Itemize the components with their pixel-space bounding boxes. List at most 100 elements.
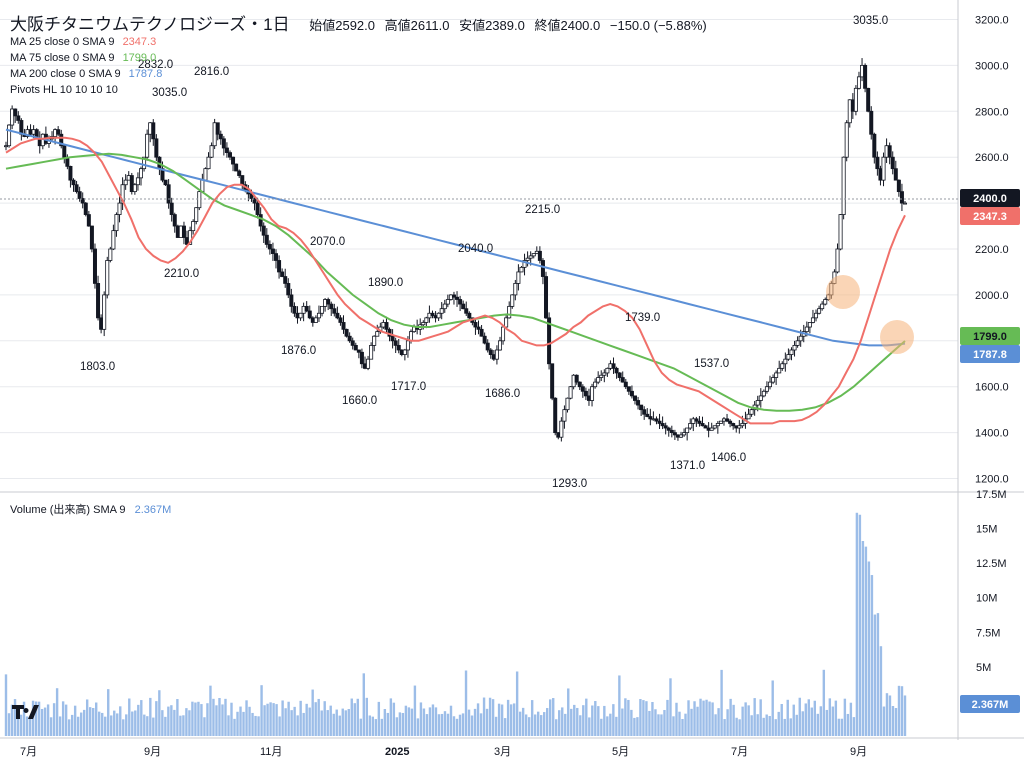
volume-bar <box>401 712 405 736</box>
volume-bar <box>404 705 408 736</box>
volume-bar <box>485 708 489 736</box>
volume-bar <box>224 698 227 736</box>
indicator-ma75[interactable]: MA 75 close 0 SMA 9 1799.0 <box>10 52 156 64</box>
candle-body <box>249 193 254 199</box>
indicator-pivots[interactable]: Pivots HL 10 10 10 10 <box>10 84 118 96</box>
candle-body <box>881 156 886 181</box>
candle-body <box>697 420 702 424</box>
volume-tick: 7.5M <box>976 627 1000 639</box>
volume-bar <box>615 716 618 736</box>
candle-body <box>74 184 79 193</box>
candle-body <box>531 253 536 257</box>
indicator-ma25[interactable]: MA 25 close 0 SMA 9 2347.3 <box>10 36 156 48</box>
candle-body <box>863 64 868 89</box>
candle-body <box>13 108 18 117</box>
volume-bar <box>753 698 756 736</box>
candle-body <box>654 418 659 422</box>
volume-bar <box>107 689 110 736</box>
volume-bar <box>230 702 233 736</box>
volume-bar <box>149 697 152 736</box>
volume-bar <box>134 710 137 736</box>
candle-body <box>350 340 355 346</box>
candle-body <box>580 386 585 392</box>
volume-bar <box>347 709 350 736</box>
volume-bar <box>158 690 161 736</box>
volume-bar <box>197 701 200 736</box>
symbol-title[interactable]: 大阪チタニウムテクノロジーズ・1日 <box>10 15 290 34</box>
volume-bar <box>278 716 281 736</box>
candle-body <box>645 413 650 417</box>
volume-bar <box>242 711 245 736</box>
candle-body <box>488 349 493 355</box>
candle-body <box>896 179 901 193</box>
volume-bar <box>389 698 393 736</box>
ma75-line <box>5 152 906 412</box>
candle-body <box>393 340 398 346</box>
volume-bar <box>570 708 573 736</box>
candle-body <box>461 303 466 310</box>
candle-body <box>679 434 684 438</box>
close-label: 終値 <box>534 18 561 33</box>
volume-tick: 5M <box>976 662 991 674</box>
candle-body <box>804 326 809 333</box>
price-badge <box>960 327 1020 345</box>
candle-body <box>445 299 450 305</box>
candle-body <box>56 129 61 135</box>
pivot-label: 2210.0 <box>164 268 199 280</box>
indicator-ma200[interactable]: MA 200 close 0 SMA 9 1787.8 <box>10 68 162 80</box>
price-badge <box>960 695 1020 713</box>
volume-bar <box>302 712 305 736</box>
tradingview-logo-icon[interactable] <box>12 702 48 725</box>
volume-bar <box>759 699 762 736</box>
candle-body <box>620 377 625 383</box>
candle-body <box>356 349 361 353</box>
volume-bar <box>338 715 341 736</box>
candle-body <box>810 317 815 323</box>
candle-body <box>335 312 340 319</box>
price-badge-label: 1799.0 <box>973 331 1007 343</box>
volume-bar <box>119 706 122 736</box>
volume-bar <box>305 703 308 736</box>
pivot-label: 1686.0 <box>485 388 520 400</box>
candle-body <box>353 344 358 351</box>
change-value: −150.0 (−5.88%) <box>609 18 707 33</box>
volume-bar <box>660 714 663 736</box>
candle-body <box>565 397 570 411</box>
candle-body <box>16 115 21 121</box>
volume-bar <box>335 709 338 736</box>
volume-bar <box>236 711 239 736</box>
volume-bar <box>684 713 687 736</box>
candle-body <box>396 344 401 351</box>
price-badge <box>960 189 1020 207</box>
candle-body <box>715 423 720 427</box>
volume-bar <box>128 698 131 736</box>
ma200-line <box>5 128 906 347</box>
candle-body <box>890 156 895 170</box>
volume-bar <box>879 646 883 736</box>
volume-bar <box>37 701 41 736</box>
candle-body <box>479 328 484 337</box>
volume-axis: 17.5M 15M 12.5M 10M 7.5M 5M <box>976 489 1007 674</box>
candle-body <box>455 296 460 300</box>
volume-bar <box>645 701 648 736</box>
volume-bar <box>792 704 795 736</box>
candle-body <box>120 184 125 204</box>
volume-bar <box>410 708 414 736</box>
volume-bar <box>4 674 8 736</box>
volume-bar <box>609 713 612 736</box>
candle-body <box>553 397 558 434</box>
volume-bar <box>248 706 251 736</box>
candle-body <box>642 409 647 415</box>
volume-bar <box>392 702 396 736</box>
volume-bar <box>666 699 669 736</box>
volume-bar <box>323 701 326 736</box>
candle-body <box>270 248 275 254</box>
volume-indicator[interactable]: Volume (出来高) SMA 9 2.367M <box>10 501 171 517</box>
volume-bar <box>482 697 486 736</box>
pivot-label: 2816.0 <box>194 66 229 78</box>
price-tick: 2200.0 <box>975 244 1009 256</box>
high-value: 2611.0 <box>410 18 450 33</box>
candle-body <box>86 214 91 227</box>
volume-bar <box>371 716 375 736</box>
candle-body <box>516 271 521 284</box>
